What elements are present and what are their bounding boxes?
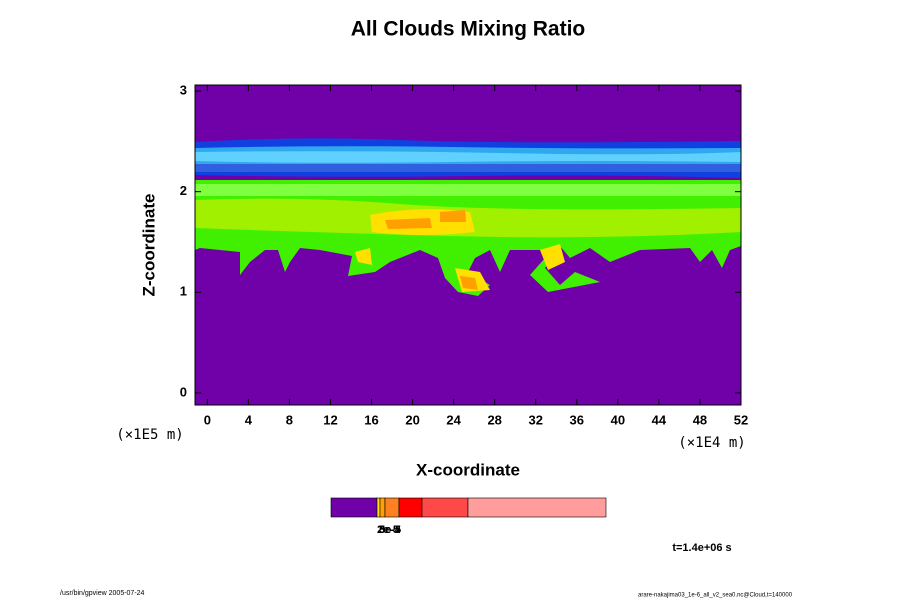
x-tick-label: 0 (204, 412, 211, 427)
chart-title: All Clouds Mixing Ratio (351, 18, 586, 41)
y-tick-label: 0 (180, 384, 187, 399)
colorbar-label: 3e-5 (379, 524, 401, 536)
x-tick-label: 36 (570, 412, 584, 427)
colorbar-swatch (421, 497, 469, 518)
colorbar-label: 5e-4 (379, 524, 402, 536)
y-tick-label: 2 (180, 183, 187, 198)
x-tick-label: 24 (446, 412, 461, 427)
x-tick-label: 20 (405, 412, 419, 427)
colorbar-swatch (384, 497, 400, 518)
field-band (385, 210, 478, 290)
x-tick-label: 44 (652, 412, 667, 427)
x-tick-label: 28 (487, 412, 501, 427)
footer-left: /usr/bin/gpview 2005-07-24 (60, 590, 145, 597)
footer-right: arare-nakajima03_1e-6_all_v2_sea0.nc@Clo… (638, 593, 793, 599)
x-unit: (×1E4 m) (678, 435, 745, 451)
plot-frame (194, 84, 742, 406)
x-tick-label: 32 (529, 412, 543, 427)
x-axis-label: X-coordinate (416, 460, 520, 479)
y-unit: (×1E5 m) (116, 427, 183, 443)
field-band (355, 209, 565, 292)
y-axis-label: Z-coordinate (139, 194, 158, 297)
colorbar-swatch (379, 497, 386, 518)
x-tick-label: 48 (693, 412, 707, 427)
y-tick-label: 1 (180, 284, 187, 299)
field-band (195, 164, 741, 172)
x-tick-label: 16 (364, 412, 378, 427)
field (195, 85, 741, 405)
x-tick-label: 40 (611, 412, 625, 427)
x-tick-label: 12 (323, 412, 337, 427)
time-label: t=1.4e+06 s (672, 542, 731, 554)
x-tick-label: 8 (286, 412, 293, 427)
colorbar-swatch (398, 497, 423, 518)
x-tick-label: 52 (734, 412, 748, 427)
colorbar-swatch (330, 497, 378, 518)
field-band (195, 151, 741, 163)
x-tick-label: 4 (245, 412, 253, 427)
y-tick-label: 3 (180, 82, 187, 97)
colorbar-label: 2e-5 (377, 524, 399, 536)
field-band (195, 184, 741, 196)
colorbar-swatch (467, 497, 607, 518)
colorbar-swatch (376, 497, 381, 518)
